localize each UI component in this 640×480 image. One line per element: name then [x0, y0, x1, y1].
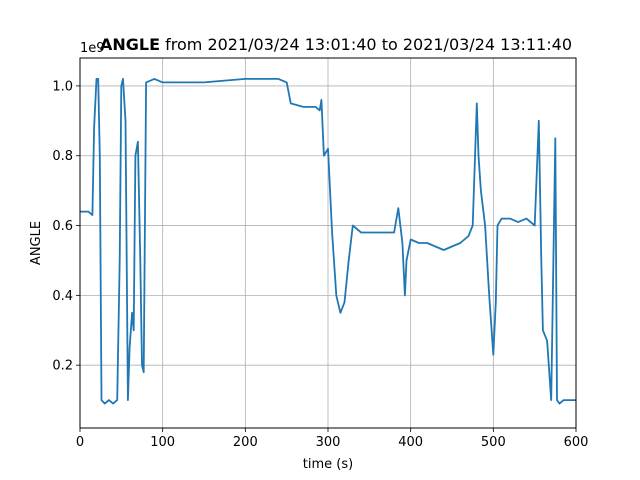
chart-title-bold: ANGLE	[100, 35, 160, 54]
series-line	[80, 78, 576, 405]
y-axis-label: ANGLE	[29, 221, 44, 265]
y-tick-label: 0.4	[52, 289, 73, 304]
x-tick-label: 0	[76, 435, 84, 450]
y-tick-label: 0.2	[52, 359, 73, 374]
x-tick-label: 600	[564, 435, 589, 450]
chart-title: ANGLE from 2021/03/24 13:01:40 to 2021/0…	[100, 35, 572, 54]
x-tick-label: 300	[316, 435, 341, 450]
y-tick-label: 0.6	[52, 219, 73, 234]
x-axis-label: time (s)	[303, 457, 353, 472]
y-tick-label: 0.8	[52, 149, 73, 164]
data-series	[80, 78, 576, 405]
x-tick-label: 400	[398, 435, 423, 450]
chart-title-rest: from 2021/03/24 13:01:40 to 2021/03/24 1…	[160, 35, 572, 54]
x-tick-label: 100	[150, 435, 175, 450]
x-tick-label: 500	[481, 435, 506, 450]
y-tick-label: 1.0	[52, 79, 73, 94]
axis-ticks: 0 100 200 300 400 500 600 0.2 0.4 0.6 0.8 1.0	[52, 79, 588, 450]
y-axis-offset-label: 1e9	[80, 41, 105, 56]
x-tick-label: 200	[233, 435, 258, 450]
